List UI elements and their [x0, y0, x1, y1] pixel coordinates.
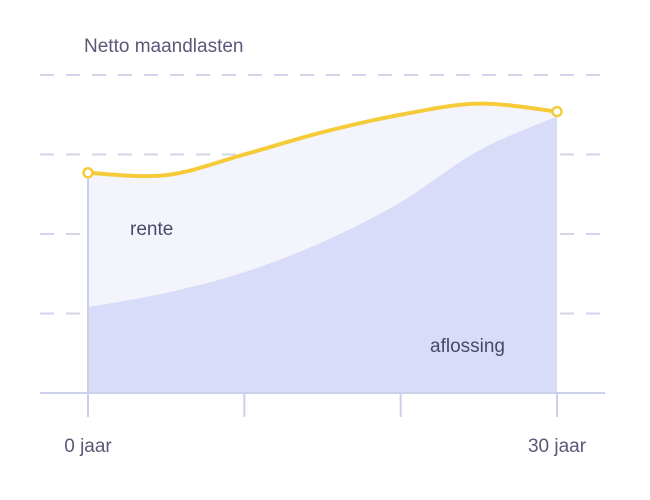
x-ticks	[87, 393, 558, 417]
total-line-endpoints	[82, 105, 563, 179]
rente-label: rente	[130, 219, 173, 240]
x-tick-labels: 0 jaar 30 jaar	[64, 436, 586, 457]
aflossing-area	[88, 116, 557, 393]
y-axis-label: Netto maandlasten	[84, 36, 244, 57]
rente-area	[88, 103, 557, 308]
total-point-start	[82, 167, 94, 179]
x-tick-label-3: 30 jaar	[528, 436, 587, 457]
x-tick-label-0: 0 jaar	[64, 436, 112, 457]
aflossing-label: aflossing	[430, 336, 505, 357]
total-cost-line	[86, 101, 559, 179]
total-point-end	[551, 105, 563, 118]
